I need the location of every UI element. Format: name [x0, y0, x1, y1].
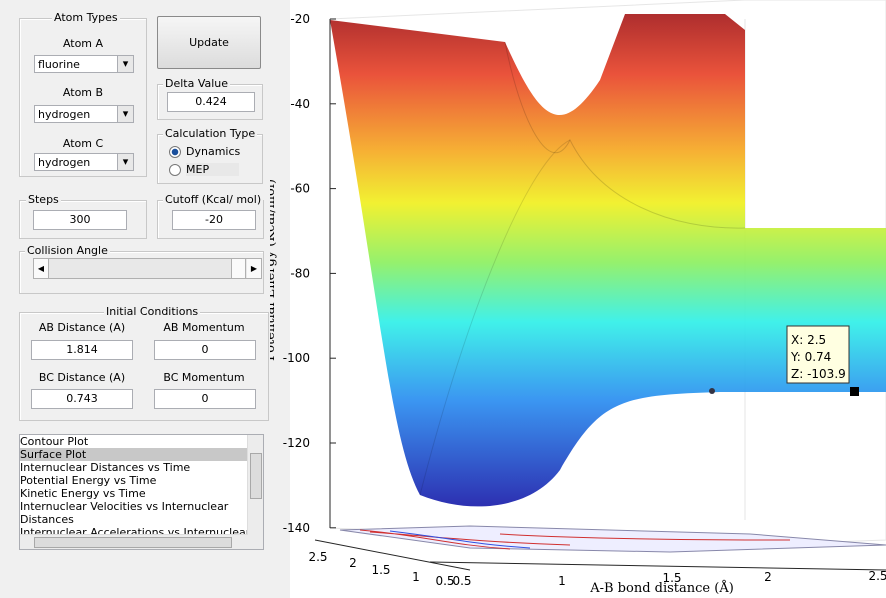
- x-tick-label: 2.5: [868, 569, 886, 583]
- steps-panel: Steps 300: [19, 193, 147, 239]
- h-scrollbar: [20, 534, 248, 549]
- z-tick-label: -60: [290, 182, 310, 196]
- bc-momentum-input[interactable]: 0: [154, 389, 256, 409]
- panel-title: Cutoff (Kcal/ mol): [163, 193, 264, 206]
- surface-plot: -20 -40 -60 -80 -100 -120 -140 2.5 2 1.5 1 0.50.5 1 1…: [270, 0, 886, 598]
- z-tick-label: -120: [283, 436, 310, 450]
- z-tick-label: -80: [290, 266, 310, 280]
- radio-circle[interactable]: [169, 164, 181, 176]
- y-tick-label: 1.5: [371, 563, 390, 577]
- label: Atom C: [62, 137, 104, 150]
- collision-panel: Collision Angle ◀ ▶: [19, 244, 264, 294]
- panel-title: Atom Types: [52, 11, 120, 24]
- panel-title: Steps: [26, 193, 61, 206]
- list-item[interactable]: Potential Energy vs Time: [20, 474, 157, 487]
- label: AB Distance (A): [38, 321, 126, 334]
- label: AB Momentum: [163, 321, 245, 334]
- radio-label: MEP: [186, 163, 240, 176]
- panel-title: Initial Conditions: [104, 305, 201, 318]
- label: Atom A: [62, 37, 104, 50]
- initial-conditions-panel: Initial Conditions AB Distance (A) AB Mo…: [19, 305, 269, 421]
- atom-b-select[interactable]: hydrogen: [34, 105, 134, 123]
- label: Atom B: [62, 86, 104, 99]
- panel-title: Calculation Type: [163, 127, 258, 140]
- label: BC Distance (A): [38, 371, 126, 384]
- bc-distance-input[interactable]: 0.743: [31, 389, 133, 409]
- list-item[interactable]: Surface Plot: [20, 448, 263, 461]
- atom-a-select[interactable]: fluorine: [34, 55, 134, 73]
- y-tick-label: 2: [349, 556, 357, 570]
- x-tick-label: 1: [558, 574, 566, 588]
- plot-listbox[interactable]: Contour Plot Surface Plot Internuclear Dis…: [19, 434, 264, 550]
- list-item[interactable]: Internuclear Distances vs Time: [20, 461, 191, 474]
- radio-circle[interactable]: [169, 146, 181, 158]
- datatip-text: Z: -103.9: [791, 367, 846, 381]
- panel-title: Collision Angle: [25, 244, 110, 257]
- datatip[interactable]: [786, 325, 850, 384]
- energy-surface: [330, 14, 886, 507]
- y-tick-label: 2.5: [308, 550, 327, 564]
- update-button[interactable]: Update: [157, 16, 261, 69]
- list-item[interactable]: Contour Plot: [20, 435, 89, 448]
- list-item[interactable]: Internuclear Velocities vs Internuclear …: [20, 500, 229, 526]
- delta-panel: Delta Value 0.424: [157, 77, 263, 120]
- list-item[interactable]: Kinetic Energy vs Time: [20, 487, 146, 500]
- z-tick-label: -20: [290, 12, 310, 26]
- datatip-text: X: 2.5: [791, 333, 826, 347]
- z-axis-label: Potential Energy (Kcal/mol): [270, 179, 278, 361]
- scrollbar: [247, 435, 263, 549]
- delta-input[interactable]: 0.424: [167, 92, 255, 112]
- y-tick-label: 1: [412, 570, 420, 584]
- cutoff-input[interactable]: -20: [172, 210, 256, 230]
- x-tick-label: 1.5: [662, 571, 681, 585]
- cutoff-panel: Cutoff (Kcal/ mol) -20: [157, 193, 264, 239]
- y-tick-label: 0.5: [435, 574, 454, 588]
- datatip-marker: [850, 387, 859, 396]
- z-tick-label: -140: [283, 521, 310, 535]
- z-tick-label: -100: [283, 351, 310, 365]
- steps-input[interactable]: 300: [33, 210, 127, 230]
- ab-distance-input[interactable]: 1.814: [31, 340, 133, 360]
- z-tick-label: -40: [290, 97, 310, 111]
- trajectory-point: [709, 388, 715, 394]
- atom-c-select[interactable]: hydrogen: [34, 153, 134, 171]
- radio-label: Dynamics: [186, 145, 241, 158]
- ab-momentum-input[interactable]: 0: [154, 340, 256, 360]
- x-tick-label: 0.5: [452, 574, 471, 588]
- angle-slider[interactable]: ◀ ▶: [33, 258, 262, 279]
- panel-title: Delta Value: [163, 77, 231, 90]
- label: BC Momentum: [163, 371, 245, 384]
- x-tick-label: 2: [764, 570, 772, 584]
- atom-types-panel: Atom Types Atom A fluorine Atom B hydrog…: [19, 11, 147, 177]
- x-axis-label: A-B bond distance (Å): [589, 580, 734, 596]
- datatip-text: Y: 0.74: [790, 350, 831, 364]
- calc-type-panel: Calculation Type Dynamics MEP: [157, 127, 263, 184]
